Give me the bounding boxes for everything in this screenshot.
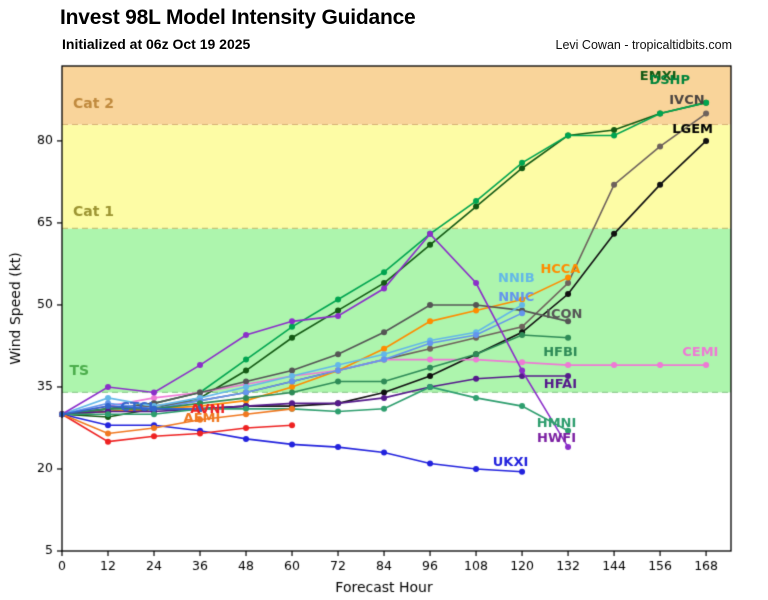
chart-subtitle: Initialized at 06z Oct 19 2025 — [62, 36, 251, 52]
chart-title: Invest 98L Model Intensity Guidance — [60, 6, 416, 29]
chart-credit: Levi Cowan - tropicaltidbits.com — [555, 38, 732, 52]
